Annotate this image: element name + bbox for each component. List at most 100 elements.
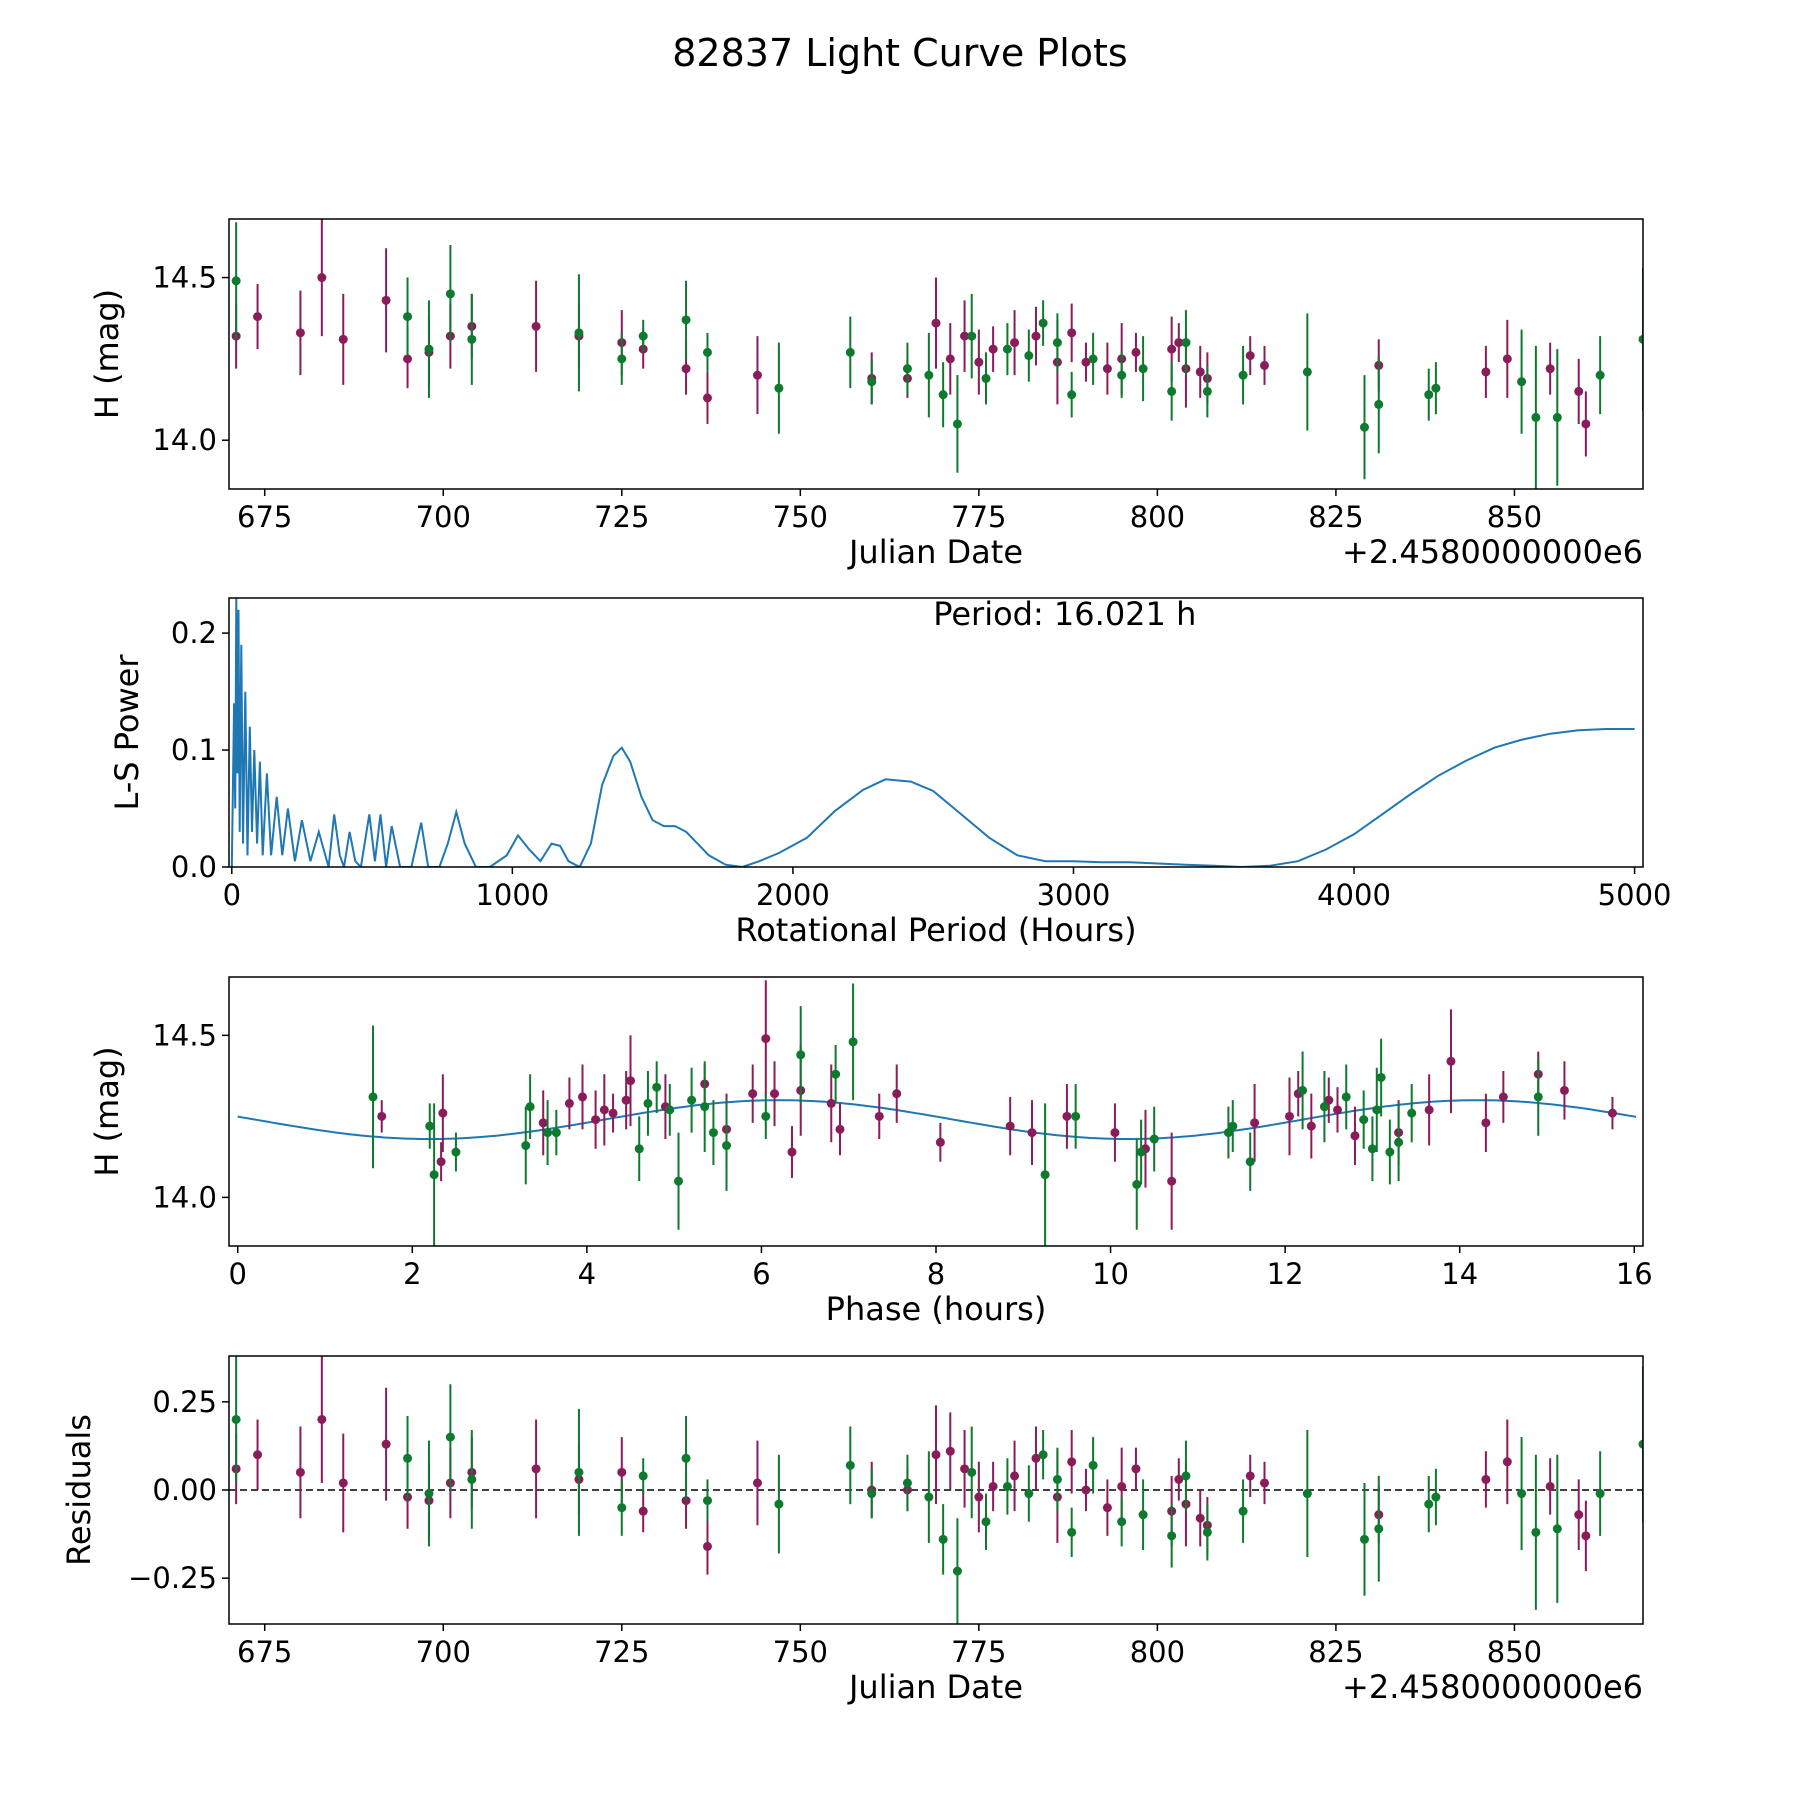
data-point: [1027, 1128, 1037, 1138]
data-point: [1138, 364, 1148, 374]
data-point: [425, 1121, 435, 1131]
periodogram-line: [230, 598, 1635, 867]
data-point: [1333, 1105, 1343, 1115]
data-point: [1545, 364, 1555, 374]
data-point: [1531, 412, 1541, 422]
data-point: [1581, 419, 1591, 429]
data-point: [1581, 1531, 1591, 1541]
data-point: [681, 315, 691, 325]
y-tick-label: 0.1: [171, 733, 217, 767]
x-tick-label: 0: [229, 1257, 247, 1291]
x-axis-label: Phase (hours): [826, 1290, 1047, 1328]
data-point: [938, 390, 948, 400]
data-point: [1481, 1118, 1491, 1128]
x-tick-label: 10: [1092, 1257, 1129, 1291]
data-point: [403, 312, 413, 322]
data-point: [531, 321, 541, 331]
data-point: [626, 1076, 636, 1086]
data-point: [665, 1105, 675, 1115]
data-point: [1533, 1092, 1543, 1102]
data-point: [981, 1517, 991, 1527]
data-point: [761, 1111, 771, 1121]
data-point: [1502, 1457, 1512, 1467]
y-axis-label: H (mag): [88, 1046, 126, 1176]
data-point: [338, 334, 348, 344]
data-point: [525, 1102, 535, 1112]
data-point: [826, 1098, 836, 1108]
data-point: [231, 1414, 241, 1424]
data-point: [1595, 1489, 1605, 1499]
period-annotation: Period: 16.021 h: [933, 595, 1196, 633]
data-point: [874, 1111, 884, 1121]
data-point: [424, 1489, 434, 1499]
data-point: [1424, 390, 1434, 400]
data-point: [1202, 386, 1212, 396]
data-point: [1552, 412, 1562, 422]
data-point: [924, 1492, 934, 1502]
data-point: [1359, 1534, 1369, 1544]
data-point: [845, 347, 855, 357]
data-point: [1638, 1439, 1643, 1449]
data-point: [1302, 1489, 1312, 1499]
data-point: [967, 1467, 977, 1477]
data-point: [381, 295, 391, 305]
axes-frame: [228, 976, 1644, 1247]
y-tick-label: 0.25: [152, 1385, 217, 1419]
data-point: [295, 1467, 305, 1477]
data-point: [702, 1541, 712, 1551]
data-point: [1424, 1499, 1434, 1509]
data-point: [1574, 386, 1584, 396]
x-tick-label: 800: [1130, 1635, 1185, 1669]
data-point: [722, 1141, 732, 1151]
x-axis-label: Julian Date: [847, 533, 1023, 571]
data-point: [543, 1128, 553, 1138]
data-point: [1031, 331, 1041, 341]
data-point: [867, 1489, 877, 1499]
data-point: [845, 1460, 855, 1470]
data-point: [1324, 1095, 1334, 1105]
data-point: [1595, 370, 1605, 380]
data-point: [945, 1446, 955, 1456]
data-point: [848, 1037, 858, 1047]
data-point: [574, 1467, 584, 1477]
data-point: [1446, 1056, 1456, 1066]
data-point: [952, 419, 962, 429]
data-point: [981, 373, 991, 383]
data-point: [1010, 338, 1020, 348]
data-point: [253, 1450, 263, 1460]
data-point: [1024, 351, 1034, 361]
data-point: [1067, 328, 1077, 338]
data-point: [1088, 354, 1098, 364]
x-tick-label: 850: [1487, 500, 1542, 534]
data-point: [1081, 357, 1091, 367]
data-point: [634, 1144, 644, 1154]
lightcurve-panel: 675 700 725 750 775 800 825 850 14.0 14.5 Julian D…: [88, 218, 1644, 571]
x-tick-label: 775: [951, 500, 1006, 534]
data-point: [1250, 1118, 1260, 1128]
axes-frame: [228, 1355, 1644, 1625]
data-point: [796, 1050, 806, 1060]
data-point: [1481, 367, 1491, 377]
data-point: [429, 1170, 439, 1180]
data-point: [1260, 360, 1270, 370]
data-point: [1531, 1527, 1541, 1537]
data-point: [1394, 1137, 1404, 1147]
data-point: [774, 1499, 784, 1509]
data-point: [952, 1566, 962, 1576]
data-point: [1545, 1481, 1555, 1491]
data-point: [445, 1432, 455, 1442]
x-offset-text: +2.4580000000e6: [1342, 533, 1643, 571]
data-point: [1341, 1092, 1351, 1102]
data-point: [960, 1464, 970, 1474]
data-point: [892, 1089, 902, 1099]
data-point: [1319, 1102, 1329, 1112]
periodogram-panel: 0 1000 2000 3000 4000 5000 0.0 0.1 0.2 Rotational…: [108, 595, 1671, 949]
y-axis-label: Residuals: [60, 1414, 98, 1566]
data-point: [681, 364, 691, 374]
data-point: [831, 1069, 841, 1079]
x-tick-label: 5000: [1598, 878, 1672, 912]
data-point: [1376, 1072, 1386, 1082]
data-point: [1005, 1121, 1015, 1131]
data-point: [1038, 318, 1048, 328]
